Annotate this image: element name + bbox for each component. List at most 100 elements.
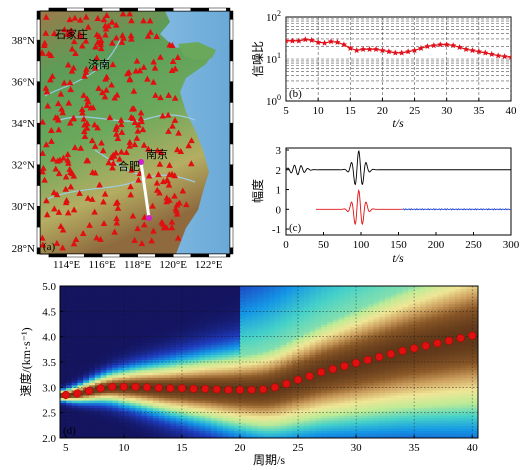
heat-cell <box>181 301 189 305</box>
dispersion-pick <box>143 383 152 392</box>
heat-cell <box>239 427 247 431</box>
heat-cell <box>448 374 456 378</box>
heat-cell <box>164 422 171 426</box>
heat-cell <box>425 415 433 419</box>
heat-cell <box>350 316 357 320</box>
heat-cell <box>263 417 270 421</box>
heat-cell <box>234 420 241 424</box>
heat-cell <box>94 359 102 363</box>
heat-cell <box>222 351 229 355</box>
heat-cell <box>187 417 195 421</box>
heat-cell <box>129 400 137 404</box>
heat-cell <box>303 344 311 348</box>
heat-cell <box>123 402 131 406</box>
heat-cell <box>402 410 409 414</box>
heat-cell <box>170 336 177 340</box>
heat-cell <box>321 425 328 429</box>
heat-cell <box>199 303 206 307</box>
heat-cell <box>239 306 247 310</box>
heat-cell <box>361 392 369 396</box>
heat-cell <box>338 435 346 438</box>
heat-cell <box>65 362 73 366</box>
heat-cell <box>158 400 166 404</box>
heat-cell <box>263 293 270 297</box>
heat-cell <box>228 311 235 315</box>
heat-cell <box>83 410 90 414</box>
heat-cell <box>106 286 113 290</box>
heat-cell <box>129 356 137 361</box>
heat-cell <box>431 362 438 366</box>
heat-cell <box>94 349 102 353</box>
heat-cell <box>396 313 404 317</box>
heat-cell <box>309 417 317 421</box>
heat-cell <box>466 301 473 305</box>
heat-cell <box>338 420 346 424</box>
snr-point <box>327 38 335 45</box>
heat-cell <box>367 417 375 421</box>
heat-cell <box>71 382 79 386</box>
heat-cell <box>234 301 241 305</box>
heat-cell <box>222 415 229 419</box>
heat-cell <box>402 415 409 419</box>
heat-cell <box>460 425 467 429</box>
heat-cell <box>263 329 270 333</box>
heat-cell <box>367 374 375 378</box>
heat-cell <box>315 344 322 348</box>
heat-cell <box>286 410 293 414</box>
heat-cell <box>77 354 84 358</box>
heat-cell <box>251 432 258 437</box>
heat-cell <box>431 420 438 424</box>
heat-cell <box>123 306 131 310</box>
heat-cell <box>402 392 409 396</box>
y-tick-label: 100 <box>266 93 281 108</box>
heat-cell <box>321 296 328 300</box>
heat-cell <box>367 379 375 383</box>
heat-cell <box>408 354 415 358</box>
heat-cell <box>187 425 195 429</box>
station-marker <box>163 198 170 205</box>
heat-cell <box>100 293 108 297</box>
heat-cell <box>361 349 369 353</box>
heat-cell <box>443 286 450 290</box>
heat-cell <box>228 384 235 388</box>
heat-cell <box>402 336 409 340</box>
heat-cell <box>350 367 357 371</box>
heat-cell <box>164 334 171 338</box>
station-marker <box>91 208 98 215</box>
heat-cell <box>419 364 427 368</box>
heat-cell <box>83 402 90 406</box>
heat-cell <box>170 435 177 438</box>
heat-cell <box>141 435 148 438</box>
heat-cell <box>274 372 282 376</box>
heat-cell <box>187 316 195 320</box>
heat-cell <box>118 311 125 315</box>
heat-cell <box>112 341 119 345</box>
heat-cell <box>356 339 363 343</box>
heat-cell <box>396 425 404 429</box>
heat-cell <box>94 341 102 345</box>
heat-cell <box>396 329 404 333</box>
heat-cell <box>135 334 142 338</box>
heat-cell <box>193 311 200 315</box>
heat-cell <box>472 308 478 312</box>
heat-cell <box>193 346 200 350</box>
heat-cell <box>263 372 270 376</box>
heat-cell <box>286 293 293 297</box>
heat-cell <box>135 298 142 302</box>
heat-cell <box>193 417 200 421</box>
heat-cell <box>327 362 334 366</box>
heat-cell <box>147 331 154 335</box>
heat-cell <box>280 369 288 373</box>
station-marker <box>40 149 46 156</box>
heat-cell <box>298 336 305 340</box>
heat-cell <box>210 298 218 302</box>
heat-cell <box>390 321 398 325</box>
heat-cell <box>65 377 73 381</box>
heat-cell <box>431 397 438 401</box>
heat-cell <box>269 318 276 323</box>
heat-cell <box>443 417 450 421</box>
station-marker <box>42 29 50 36</box>
heat-cell <box>251 301 258 305</box>
heat-cell <box>176 430 183 434</box>
